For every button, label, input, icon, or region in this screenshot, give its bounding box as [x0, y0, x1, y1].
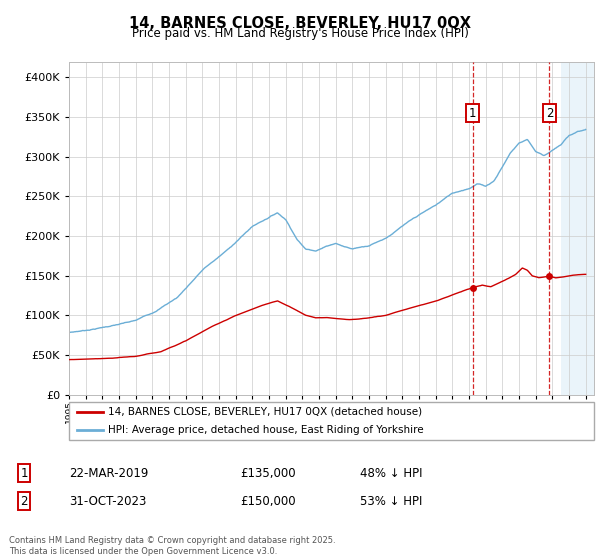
Text: 1: 1	[20, 466, 28, 480]
Text: 31-OCT-2023: 31-OCT-2023	[69, 494, 146, 508]
Text: Price paid vs. HM Land Registry's House Price Index (HPI): Price paid vs. HM Land Registry's House …	[131, 27, 469, 40]
Text: 53% ↓ HPI: 53% ↓ HPI	[360, 494, 422, 508]
Bar	[560, 62, 594, 395]
Text: £135,000: £135,000	[240, 466, 296, 480]
Text: Contains HM Land Registry data © Crown copyright and database right 2025.
This d: Contains HM Land Registry data © Crown c…	[9, 536, 335, 556]
Text: £150,000: £150,000	[240, 494, 296, 508]
Text: 22-MAR-2019: 22-MAR-2019	[69, 466, 148, 480]
FancyBboxPatch shape	[69, 402, 594, 440]
Text: 14, BARNES CLOSE, BEVERLEY, HU17 0QX (detached house): 14, BARNES CLOSE, BEVERLEY, HU17 0QX (de…	[109, 407, 422, 417]
Text: 1: 1	[469, 106, 476, 120]
Text: 2: 2	[20, 494, 28, 508]
Text: 14, BARNES CLOSE, BEVERLEY, HU17 0QX: 14, BARNES CLOSE, BEVERLEY, HU17 0QX	[129, 16, 471, 31]
Text: HPI: Average price, detached house, East Riding of Yorkshire: HPI: Average price, detached house, East…	[109, 425, 424, 435]
Text: 48% ↓ HPI: 48% ↓ HPI	[360, 466, 422, 480]
Text: 2: 2	[546, 106, 553, 120]
